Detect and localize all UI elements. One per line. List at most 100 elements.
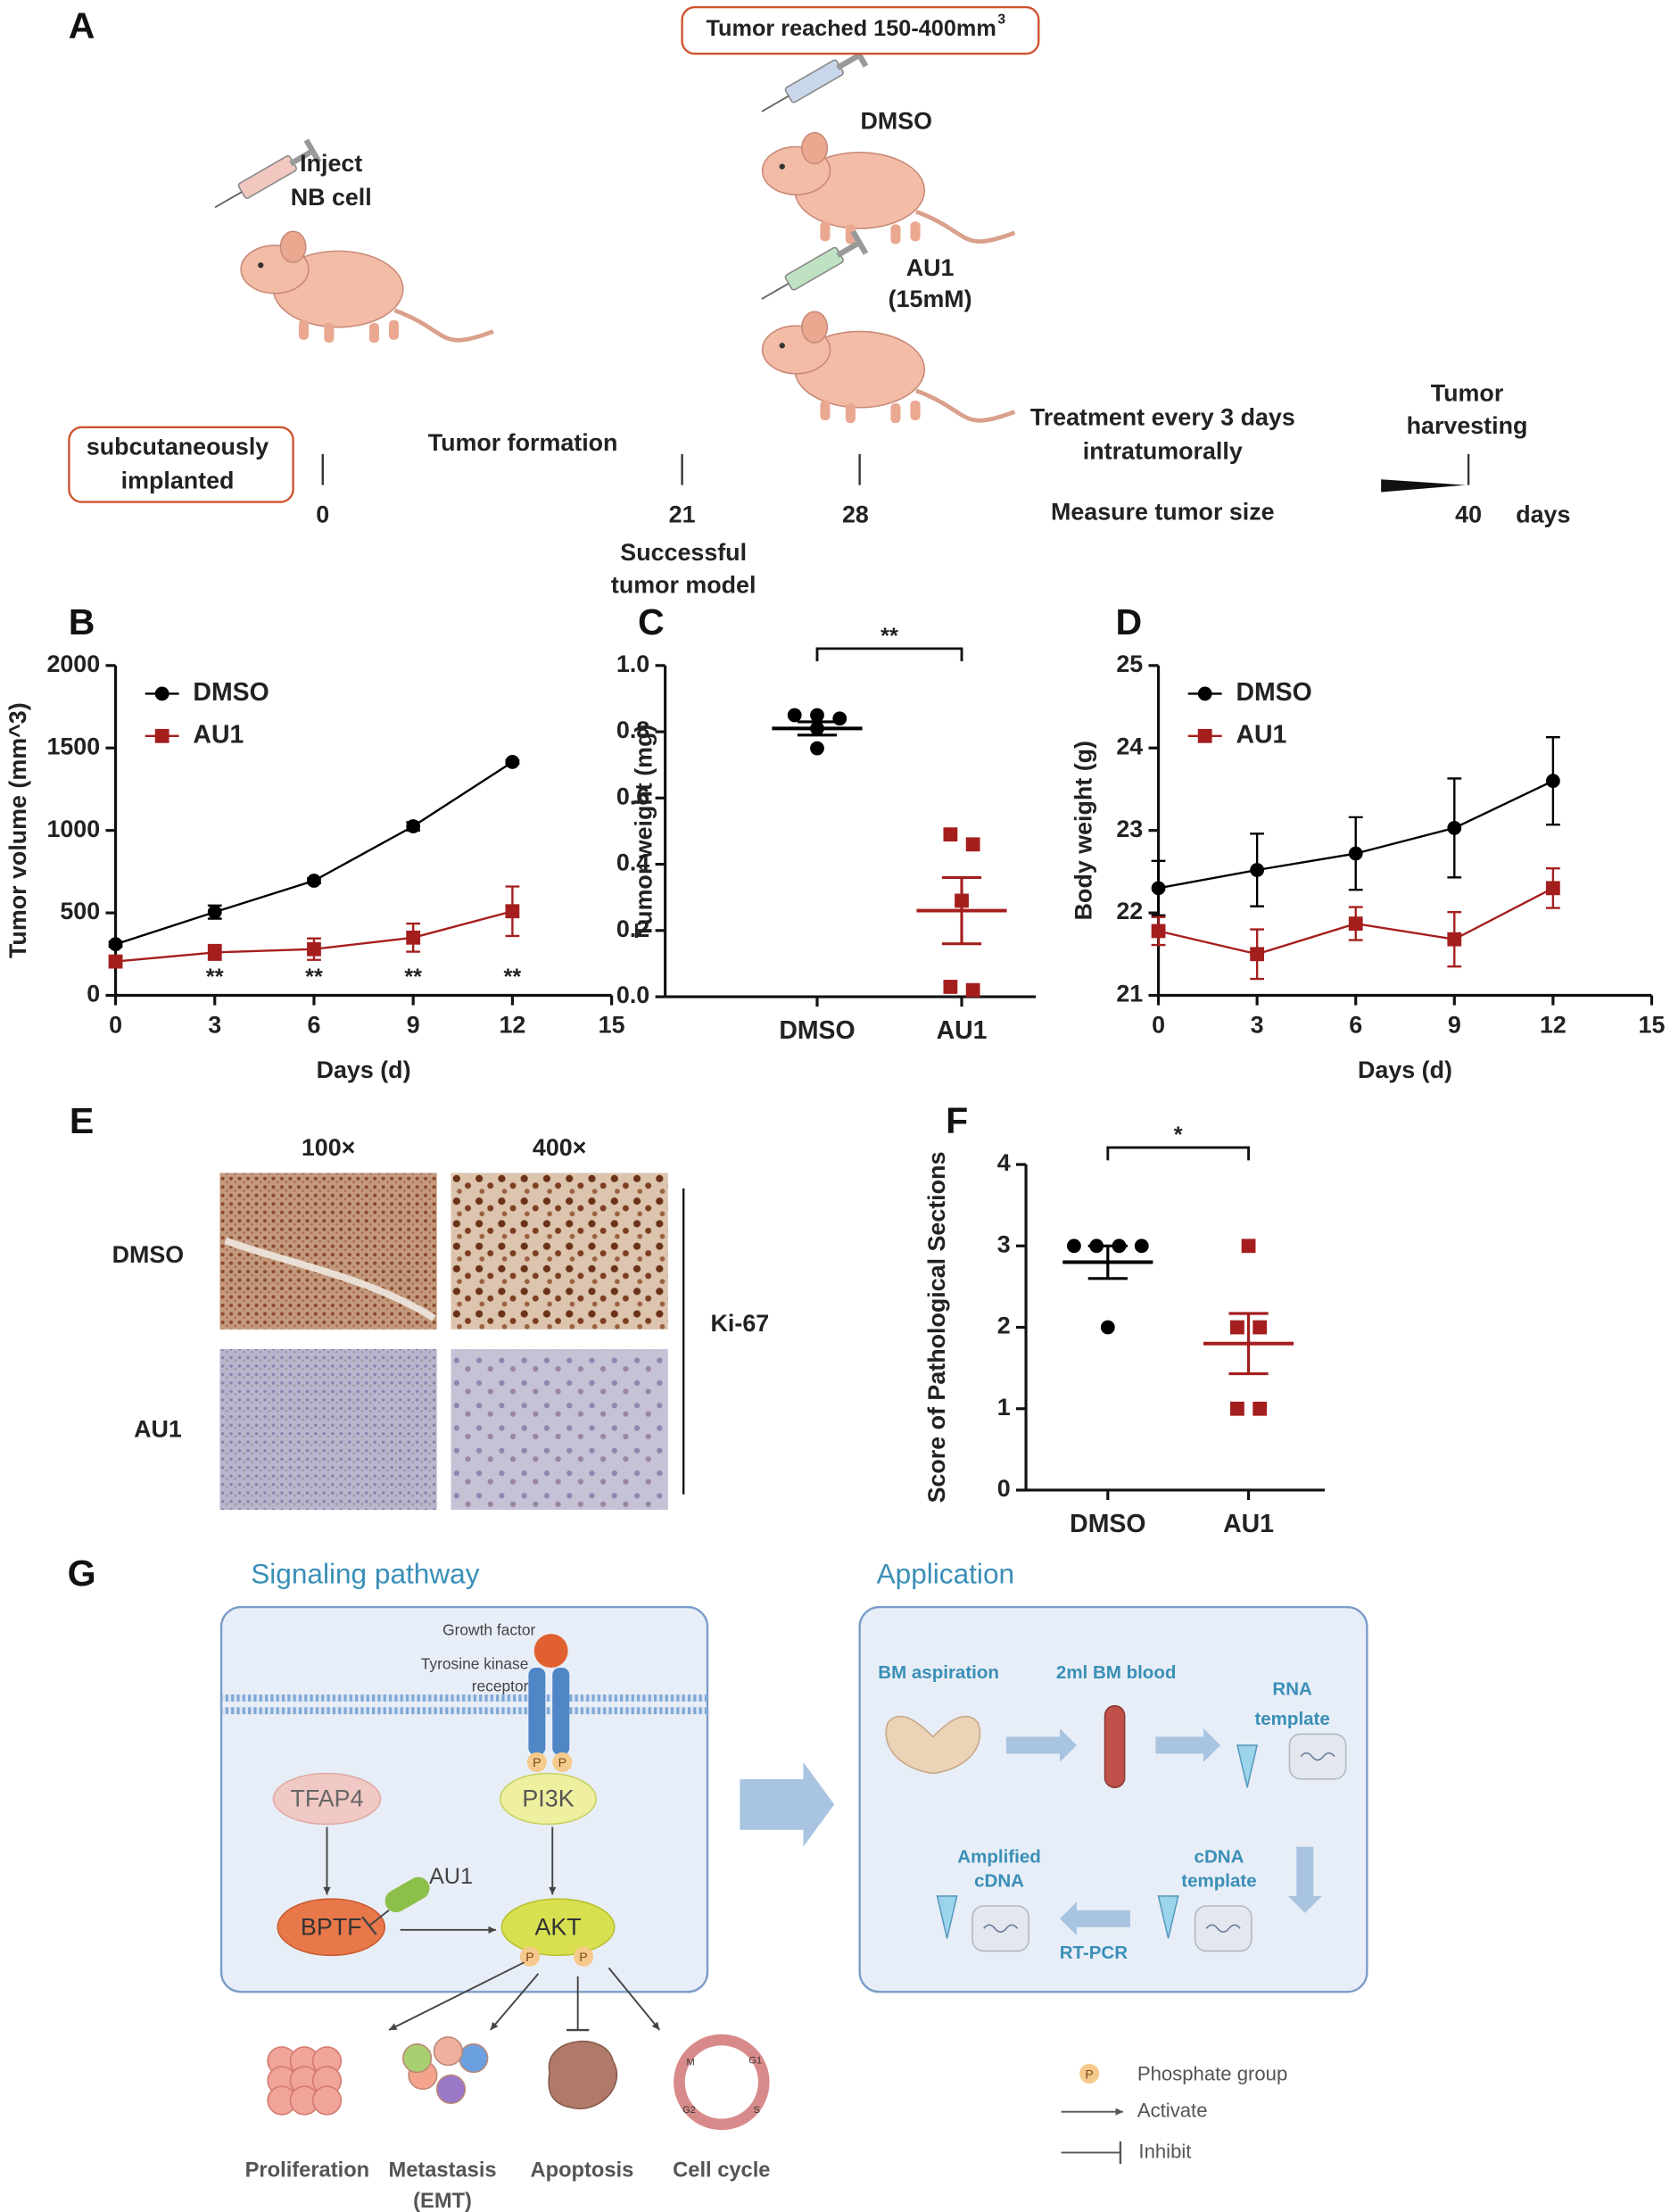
outcome-label: Cell cycle [673,2158,770,2182]
arrow-head [1115,2108,1124,2116]
outcome-label: Metastasis [388,2158,496,2182]
panel-label: B [69,601,95,642]
flow-arrow [1287,1846,1322,1913]
syringe [214,138,322,209]
marker [1545,774,1560,789]
label: Ki-67 [711,1310,770,1337]
implant-box [68,426,294,503]
phosphate [573,1946,594,1967]
tube-icon [1236,1744,1259,1788]
label: RT-PCR [1060,1943,1128,1963]
mouse-ear [801,311,829,344]
mouse-tail [915,209,1016,244]
outcome-label: Proliferation [245,2158,370,2182]
marker [406,819,421,833]
syringe-needle [761,282,790,300]
legend-marker [154,728,169,743]
legend-label: AU1 [193,720,244,749]
annotation: ** [206,965,224,990]
syringe-barrel [237,155,297,199]
marker [505,904,520,919]
label: AU1 [906,254,955,281]
y-tick-label: 24 [1116,733,1143,759]
label: NB cell [291,184,372,211]
mouse-leg [389,319,400,340]
marker [1348,916,1363,931]
label: Measure tumor size [1051,498,1275,525]
template-strand [983,1924,1019,1934]
timeline-label: 21 [669,501,696,527]
marker [965,837,980,852]
x-tick-label: 3 [208,1011,221,1038]
marker [832,711,847,726]
x-axis-label: Days (d) [1358,1056,1452,1083]
x-tick-label: 15 [599,1011,625,1038]
marker [1241,1239,1256,1254]
annotation: ** [305,965,323,990]
marker [207,945,222,960]
template-strand [1300,1752,1335,1761]
y-axis-label: Body weight (g) [1070,741,1096,920]
syringe [761,230,869,300]
membrane [221,1707,708,1715]
node [272,1772,382,1826]
receptor [528,1668,546,1755]
y-tick-label: 22 [1116,898,1143,924]
cell-icon [402,2043,433,2074]
y-axis-label: Tumor volume (mm^3) [4,702,31,958]
outcome-label: (EMT) [413,2190,472,2212]
marker [943,827,958,842]
banner-box [681,5,1040,55]
x-tick-label: 0 [109,1011,122,1038]
mouse-leg [820,400,831,420]
label: AKT [534,1913,581,1940]
transition-arrow [740,1761,835,1847]
x-tick-label: 15 [1639,1011,1666,1038]
marker [505,755,520,769]
arrow-head [490,2021,499,2031]
syringe-needle [761,95,790,112]
y-tick-label: 2000 [46,650,100,677]
membrane [221,1694,708,1702]
label: DMSO [860,108,932,135]
mouse-leg [845,224,856,244]
marker [108,937,123,952]
annotation: ** [504,965,522,990]
label: Tumor formation [428,429,618,456]
label: implanted [121,468,235,494]
arrow [490,1973,540,2031]
mouse-eye [779,163,785,170]
label: Inject [300,150,362,177]
label: cDNA [974,1871,1024,1892]
label: Tumor reached 150-400mm [707,16,996,41]
panel-label: A [69,5,95,46]
blood-tube [1104,1704,1126,1789]
mouse-eye [258,262,264,269]
micrograph [451,1172,668,1330]
flow-arrow [1059,1901,1130,1936]
marker [787,708,802,723]
label: cDNA [1195,1847,1244,1868]
syringe-cap [303,138,322,164]
y-tick-label: 21 [1116,981,1143,1007]
pelvis-icon [885,1715,981,1775]
marker [108,954,123,969]
legend-label: DMSO [1236,678,1311,707]
y-tick-label: 1.0 [616,650,649,677]
marker [1151,881,1166,896]
marker [1250,947,1265,962]
syringe-needle [214,191,243,209]
label: receptor [472,1678,529,1695]
label: 400× [533,1134,586,1161]
mouse-ear [801,131,829,165]
flow-arrow [1005,1727,1077,1762]
y-tick-label: 0.2 [616,915,649,942]
tube-icon [936,1895,958,1939]
cell-icon [433,2036,463,2067]
panel-label: D [1116,601,1143,642]
panel-label: G [68,1553,96,1594]
mouse-leg [298,319,309,340]
mouse-leg [845,402,856,424]
x-tick-label: 6 [307,1011,320,1038]
